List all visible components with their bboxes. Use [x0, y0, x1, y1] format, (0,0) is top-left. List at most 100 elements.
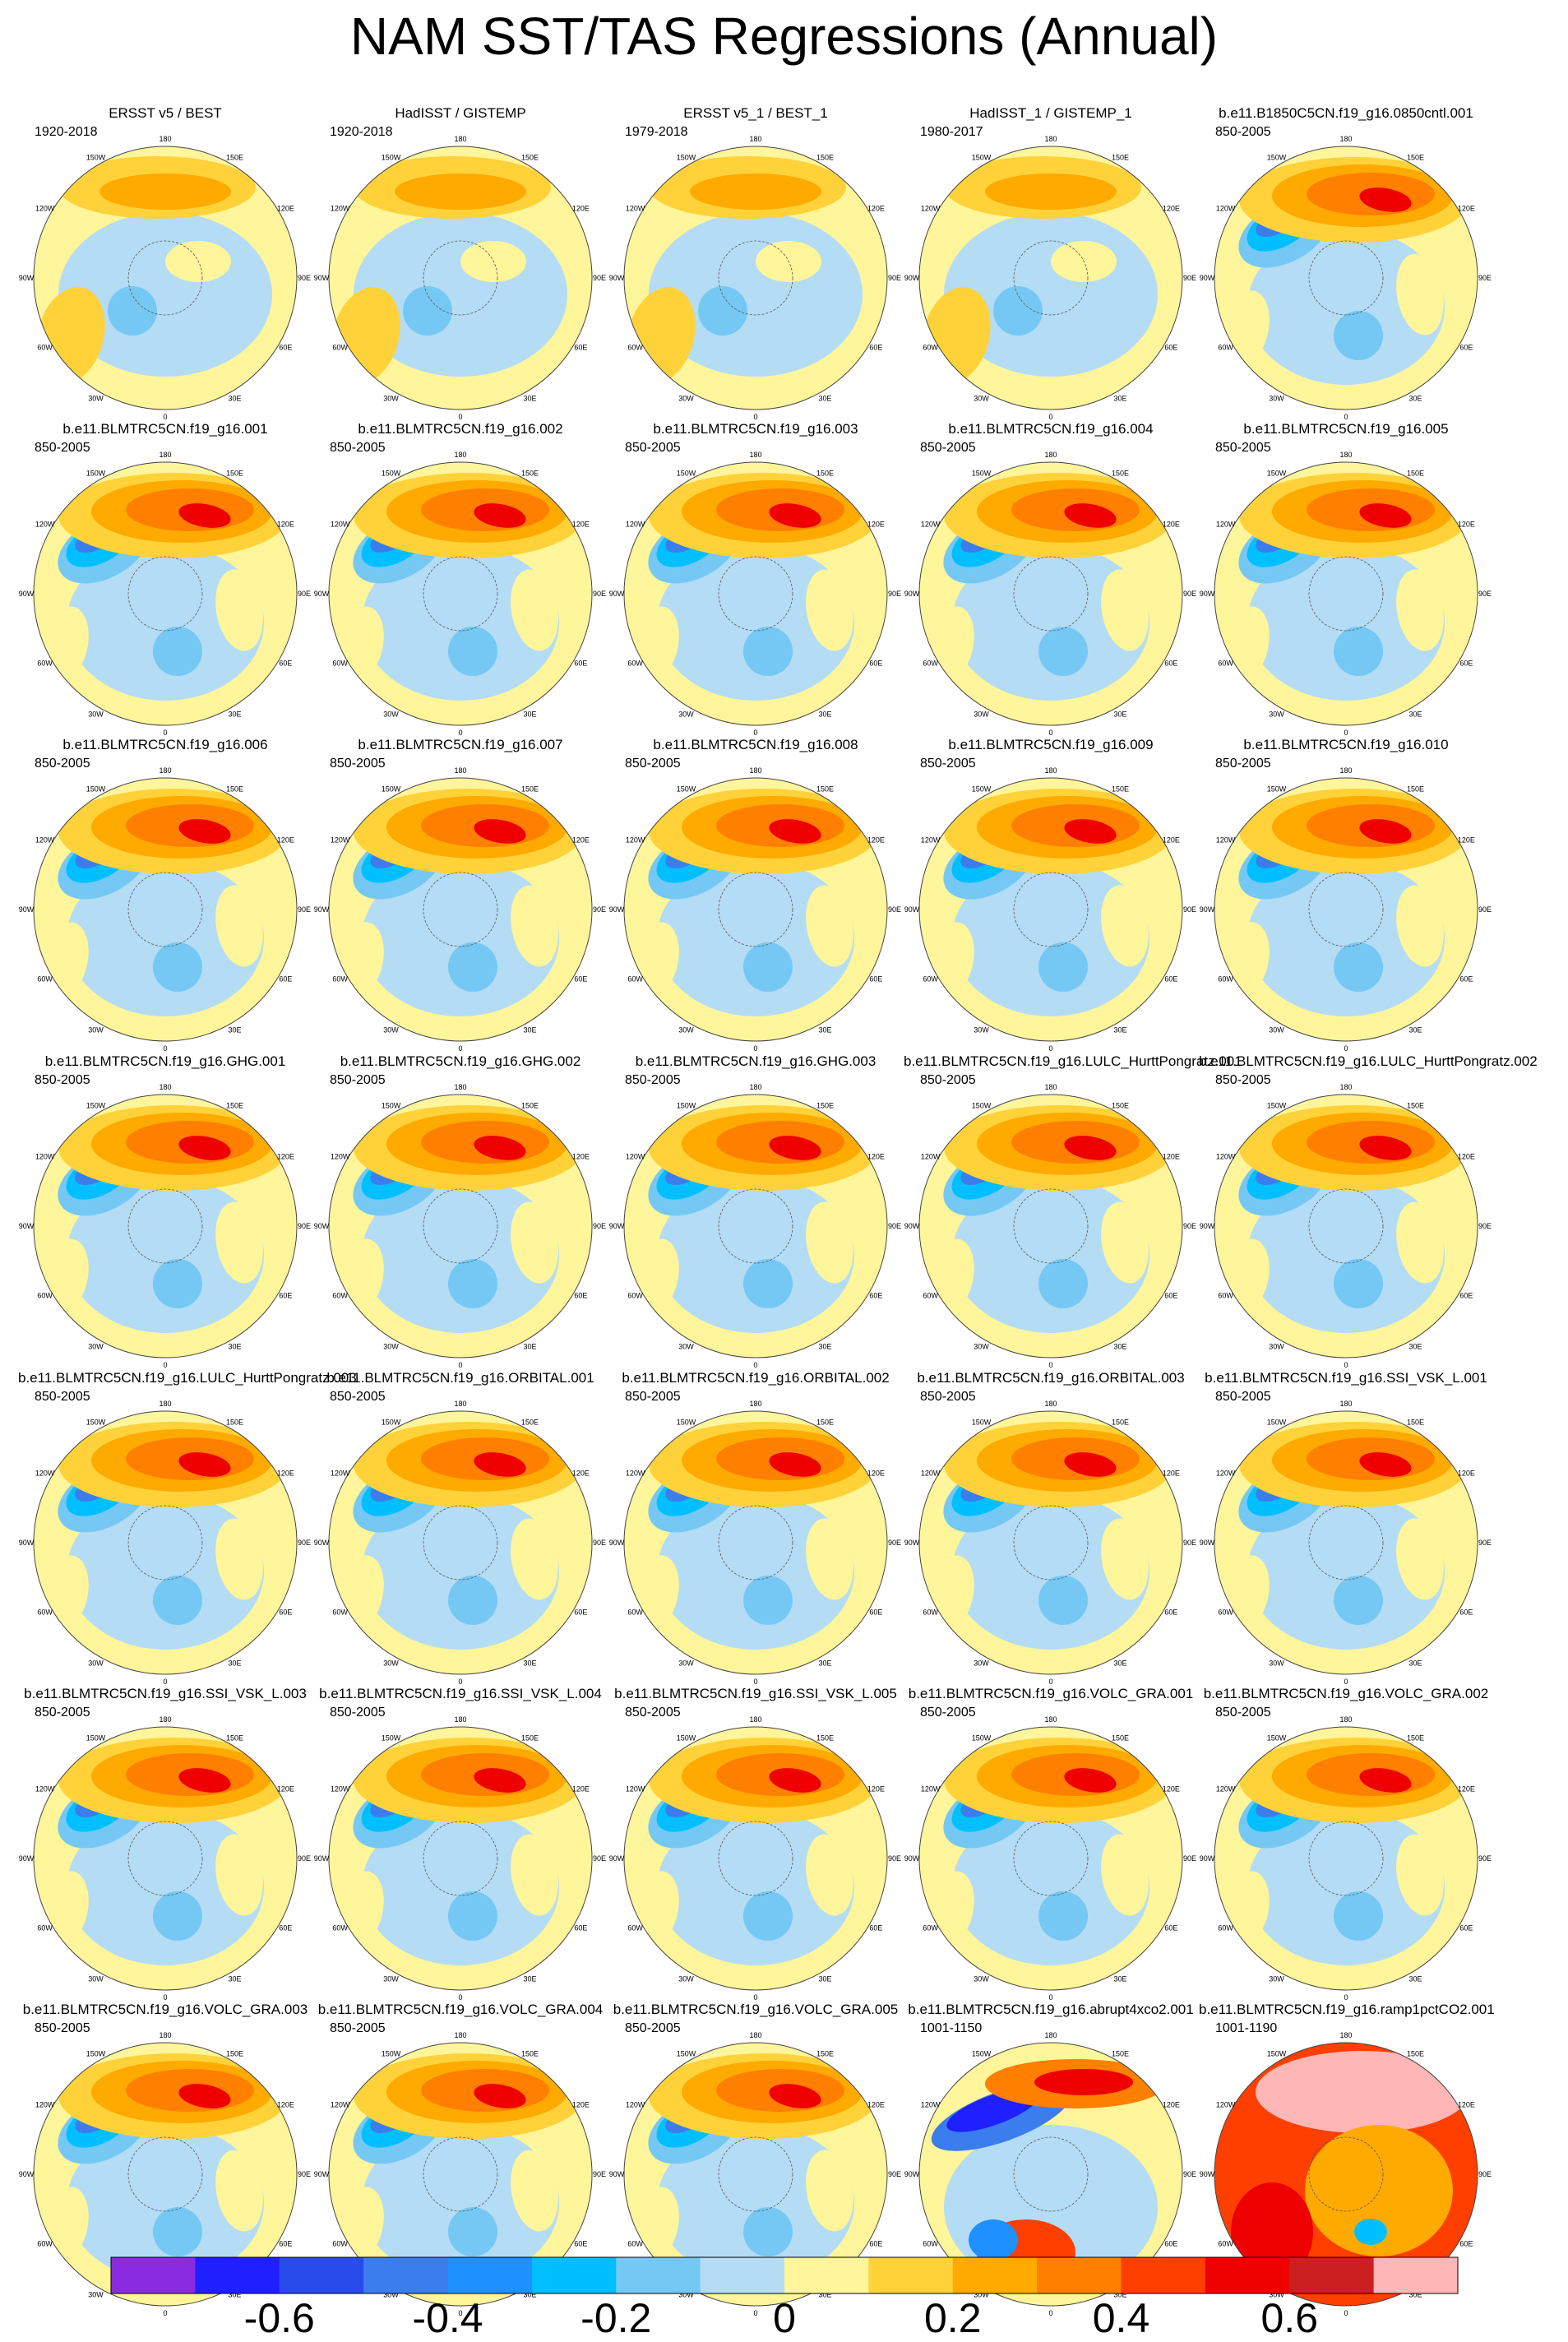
longitude-label: 120W	[626, 521, 645, 529]
map-boundary	[1214, 1726, 1478, 1991]
longitude-label: 90W	[904, 590, 920, 598]
longitude-label: 30W	[88, 710, 104, 718]
longitude-label: 60E	[279, 975, 292, 984]
longitude-label: 0	[753, 1993, 757, 2002]
longitude-label: 120E	[867, 521, 885, 529]
longitude-label: 150W	[1267, 1734, 1287, 1743]
atlantic-negative-patch	[743, 942, 793, 992]
eurasia-positive-patch	[806, 2150, 853, 2232]
longitude-label: 150W	[972, 154, 992, 162]
longitude-label: 90E	[593, 1222, 606, 1230]
coastline	[718, 2136, 793, 2212]
atlantic-positive-patch	[340, 1555, 384, 1629]
longitude-label: 150W	[677, 1419, 696, 1427]
longitude-label: 150E	[1407, 154, 1424, 162]
longitude-label: 30E	[818, 1974, 831, 1983]
map-boundary	[328, 777, 593, 1042]
map-panel: b.e11.BLMTRC5CN.f19_g16.002 850-2005 180 15…	[313, 421, 608, 747]
longitude-label: 90E	[888, 1222, 901, 1230]
panel-period: 850-2005	[35, 1390, 90, 1404]
map-field	[1214, 1095, 1478, 1358]
longitude-label: 0	[458, 2309, 462, 2317]
longitude-label: 90E	[298, 274, 311, 282]
greenland-negative-patch	[403, 286, 452, 336]
longitude-label: 60E	[574, 1608, 587, 1617]
polar-map: 180 150E 120E 90E 60E 30E 0 30W 60W 90W 120W 150W	[609, 1083, 901, 1369]
map-panel: b.e11.BLMTRC5CN.f19_g16.ORBITAL.002 850-2…	[608, 1370, 903, 1696]
longitude-label: 90E	[593, 590, 606, 598]
longitude-label: 150E	[816, 1734, 834, 1743]
longitude-label: 30E	[228, 1659, 241, 1667]
longitude-label: 90W	[314, 1222, 330, 1230]
longitude-label: 120E	[1458, 205, 1475, 213]
longitude-label: 0	[1344, 2309, 1348, 2317]
longitude-label: 0	[458, 1678, 462, 1686]
map-boundary	[918, 777, 1183, 1042]
atlantic-positive-patch	[340, 606, 384, 680]
longitude-label: 0	[1048, 1361, 1052, 1369]
polar-map: 180 150E 120E 90E 60E 30E 0 30W 60W 90W 120W 150W	[19, 451, 311, 737]
pacific-positive-core	[769, 1452, 821, 1477]
panel-title: b.e11.BLMTRC5CN.f19_g16.010	[1243, 737, 1449, 752]
atlantic-cold-spot	[1354, 2219, 1387, 2245]
longitude-label: 0	[1344, 1044, 1348, 1053]
polar-map: 180 150E 120E 90E 60E 30E 0 30W 60W 90W 120W 150W	[904, 1400, 1196, 1686]
longitude-label: 180	[1044, 766, 1057, 775]
panel-title: b.e11.BLMTRC5CN.f19_g16.005	[1243, 421, 1449, 437]
pacific-positive-core	[769, 1136, 821, 1160]
longitude-label: 60E	[1459, 1608, 1473, 1617]
longitude-label: 150W	[382, 470, 401, 478]
map-panel: b.e11.BLMTRC5CN.f19_g16.SSI_VSK_L.005 850…	[608, 1686, 903, 2011]
longitude-label: 90W	[19, 905, 35, 914]
map-boundary	[33, 461, 298, 726]
coastline	[1308, 2136, 1384, 2212]
longitude-label: 60W	[923, 660, 938, 668]
longitude-label: 60E	[869, 344, 882, 352]
longitude-label: 90W	[314, 905, 330, 914]
longitude-label: 30E	[818, 1342, 831, 1350]
longitude-label: 90W	[19, 2170, 35, 2178]
longitude-label: 90E	[888, 274, 901, 282]
longitude-label: 150E	[1112, 2050, 1129, 2058]
longitude-label: 180	[1339, 1083, 1352, 1091]
longitude-label: 30E	[1408, 2290, 1422, 2298]
longitude-label: 150W	[86, 2050, 106, 2058]
coastline	[127, 1188, 203, 1264]
longitude-label: 60W	[923, 344, 938, 352]
map-panel: b.e11.BLMTRC5CN.f19_g16.007 850-2005 180 15…	[313, 737, 608, 1062]
longitude-label: 90W	[904, 2170, 920, 2178]
longitude-label: 180	[454, 1083, 466, 1091]
longitude-label: 150E	[1112, 1734, 1129, 1743]
panel-period: 850-2005	[920, 757, 976, 771]
atlantic-positive-patch	[930, 1238, 974, 1312]
longitude-label: 180	[749, 1083, 761, 1091]
map-field	[329, 1727, 592, 1990]
pacific-positive-core	[474, 503, 526, 528]
longitude-label: 60W	[332, 1292, 348, 1300]
longitude-label: 150E	[521, 1734, 539, 1743]
longitude-label: 150E	[1407, 1734, 1424, 1743]
map-panel: b.e11.BLMTRC5CN.f19_g16.SSI_VSK_L.001 850…	[1199, 1370, 1493, 1696]
longitude-label: 120W	[35, 2101, 55, 2109]
longitude-label: 0	[753, 729, 757, 737]
panel-title: b.e11.BLMTRC5CN.f19_g16.VOLC_GRA.004	[317, 2002, 604, 2017]
eurasia-positive-patch	[1396, 253, 1444, 336]
coastline	[1308, 1821, 1384, 1896]
longitude-label: 0	[1048, 413, 1052, 421]
longitude-label: 150W	[972, 470, 992, 478]
arctic-negative-region	[67, 1809, 264, 1965]
map-panel: b.e11.B1850C5CN.f19_g16.0850cntl.001 850-…	[1199, 105, 1493, 431]
longitude-label: 120W	[331, 1785, 350, 1794]
atlantic-positive-patch	[930, 1555, 974, 1629]
longitude-label: 30E	[228, 1342, 241, 1350]
longitude-label: 30E	[1408, 710, 1422, 718]
longitude-label: 0	[1048, 729, 1052, 737]
longitude-label: 180	[454, 2031, 466, 2039]
longitude-label: 60W	[627, 344, 643, 352]
longitude-label: 120E	[277, 205, 294, 213]
map-panel: b.e11.BLMTRC5CN.f19_g16.LULC_HurttPongra…	[1199, 1053, 1538, 1379]
panel-title: b.e11.BLMTRC5CN.f19_g16.VOLC_GRA.003	[22, 2002, 308, 2017]
panel-title: b.e11.BLMTRC5CN.f19_g16.ramp1pctCO2.001	[1199, 2002, 1495, 2017]
longitude-label: 120E	[572, 1785, 590, 1794]
longitude-label: 60E	[574, 975, 587, 984]
